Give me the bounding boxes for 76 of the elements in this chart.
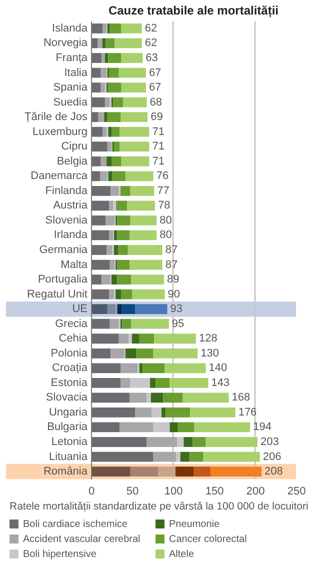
x-tick-label: 200 xyxy=(246,486,265,498)
total-label: 80 xyxy=(160,214,172,226)
y-tick-label: Bulgaria xyxy=(47,421,88,434)
total-label: 78 xyxy=(158,200,170,212)
y-tick-label: Croația xyxy=(52,362,88,374)
total-label: 62 xyxy=(144,37,158,50)
y-tick-label: Austria xyxy=(53,200,88,212)
total-label: 128 xyxy=(198,332,218,345)
y-tick-label: Spania xyxy=(53,82,88,94)
y-tick-label: Portugalia xyxy=(38,274,88,286)
total-label: 89 xyxy=(166,274,180,286)
y-tick-label: Franța xyxy=(56,52,88,64)
total-label: 208 xyxy=(264,466,283,478)
x-tick-label: 150 xyxy=(205,486,224,498)
total-label: 140 xyxy=(208,362,228,374)
legend-label: Altele xyxy=(169,549,194,560)
total-label: 90 xyxy=(168,288,180,300)
y-tick-label: Ungaria xyxy=(48,406,88,418)
y-tick-label: UE xyxy=(72,303,88,316)
total-label: 67 xyxy=(148,66,162,79)
y-tick-label: Finlanda xyxy=(45,184,88,197)
y-tick-label: Germania xyxy=(39,244,88,256)
y-tick-label: Țările de Jos xyxy=(24,111,88,124)
x-axis-title: Ratele mortalității standardizate pe vârstă la 100 000 de locuitori xyxy=(10,500,308,512)
y-tick-label: Danemarca xyxy=(30,170,88,182)
total-label: 206 xyxy=(262,450,282,463)
total-label: 130 xyxy=(200,347,219,360)
x-tick-label: 0 xyxy=(88,486,95,498)
y-tick-label: Letonia xyxy=(51,436,88,448)
total-label: 194 xyxy=(253,421,272,434)
total-label: 67 xyxy=(148,82,162,94)
y-tick-label: Belgia xyxy=(56,155,88,168)
total-label: 69 xyxy=(150,111,163,124)
chart-title: Cauze tratabile ale mortalității xyxy=(108,3,279,18)
y-tick-label: Malta xyxy=(60,258,88,271)
total-label: 80 xyxy=(160,229,172,242)
y-tick-label: Luxemburg xyxy=(32,126,88,138)
y-tick-label: Norvegia xyxy=(43,37,88,50)
y-tick-label: Italia xyxy=(64,66,88,79)
total-label: 76 xyxy=(156,170,169,182)
legend-label: Pneumonie xyxy=(169,519,220,530)
y-tick-label: Cehia xyxy=(58,332,88,345)
total-label: 87 xyxy=(165,258,178,271)
y-tick-label: Suedia xyxy=(53,96,88,108)
y-tick-label: Grecia xyxy=(55,318,88,330)
total-label: 71 xyxy=(152,155,164,168)
y-tick-label: Slovacia xyxy=(46,392,88,404)
y-tick-label: România xyxy=(43,466,88,478)
legend-label: Accident vascular cerebral xyxy=(23,534,140,545)
y-tick-label: Cipru xyxy=(61,140,88,153)
y-tick-label: Estonia xyxy=(50,376,88,389)
x-tick-label: 100 xyxy=(164,486,183,498)
y-tick-label: Irlanda xyxy=(54,229,88,242)
total-label: 71 xyxy=(152,140,164,153)
legend-label: Boli cardiace ischemice xyxy=(23,519,128,530)
x-tick-label: 250 xyxy=(287,486,306,498)
total-label: 68 xyxy=(150,96,162,108)
legend-label: Cancer colorectal xyxy=(169,534,247,545)
total-label: 203 xyxy=(260,436,279,448)
total-label: 63 xyxy=(146,52,158,64)
y-tick-label: Slovenia xyxy=(45,214,88,226)
x-tick-label: 50 xyxy=(126,486,139,498)
total-label: 62 xyxy=(144,22,158,34)
total-label: 71 xyxy=(152,126,164,138)
total-label: 168 xyxy=(232,392,250,404)
y-tick-label: Polonia xyxy=(50,347,88,360)
y-tick-label: Regatul Unit xyxy=(26,288,88,300)
total-label: 77 xyxy=(157,184,170,197)
legend-label: Boli hipertensive xyxy=(23,549,97,560)
y-tick-label: Islanda xyxy=(52,22,88,34)
total-label: 95 xyxy=(172,318,184,330)
y-tick-label: Lituania xyxy=(48,450,88,463)
total-label: 87 xyxy=(165,244,178,256)
total-label: 93 xyxy=(170,303,183,316)
total-label: 176 xyxy=(238,406,257,418)
total-label: 143 xyxy=(211,376,230,389)
